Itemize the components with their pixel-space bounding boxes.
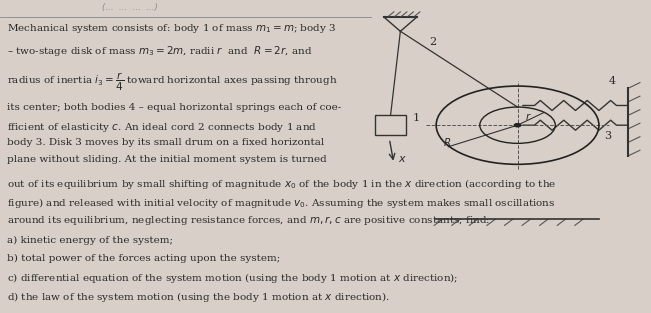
Text: 4: 4: [609, 75, 615, 85]
Text: (…  …  …  …): (… … … …): [102, 3, 158, 12]
Text: out of its equilibrium by small shifting of magnitude $x_0$ of the body 1 in the: out of its equilibrium by small shifting…: [7, 177, 556, 191]
Text: $r$: $r$: [525, 110, 532, 121]
Text: fficient of elasticity $c$. An ideal cord 2 connects body 1 and: fficient of elasticity $c$. An ideal cor…: [7, 121, 316, 134]
Text: radius of inertia $i_3=\dfrac{r}{4}$ toward horizontal axes passing through: radius of inertia $i_3=\dfrac{r}{4}$ tow…: [7, 70, 337, 93]
Text: – two-stage disk of mass $m_3=2m$, radii $r$  and  $R=2r$, and: – two-stage disk of mass $m_3=2m$, radii…: [7, 44, 312, 58]
Text: figure) and released with initial velocity of magnitude $v_0$. Assuming the syst: figure) and released with initial veloci…: [7, 196, 555, 210]
Text: $x$: $x$: [398, 154, 408, 164]
Text: body 3. Disk 3 moves by its small drum on a fixed horizontal: body 3. Disk 3 moves by its small drum o…: [7, 138, 324, 147]
Text: 2: 2: [430, 37, 437, 47]
Text: its center; both bodies 4 – equal horizontal springs each of coe-: its center; both bodies 4 – equal horizo…: [7, 103, 340, 112]
Text: d) the law of the system motion (using the body 1 motion at $x$ direction).: d) the law of the system motion (using t…: [7, 290, 389, 304]
Bar: [375, 115, 406, 135]
Text: $R$: $R$: [443, 136, 450, 147]
Text: a) kinetic energy of the system;: a) kinetic energy of the system;: [7, 236, 173, 245]
Text: plane without sliding. At the initial moment system is turned: plane without sliding. At the initial mo…: [7, 155, 326, 164]
Text: Mechanical system consists of: body 1 of mass $m_1=m$; body 3: Mechanical system consists of: body 1 of…: [7, 22, 336, 35]
Text: 3: 3: [604, 131, 611, 141]
Text: b) total power of the forces acting upon the system;: b) total power of the forces acting upon…: [7, 254, 280, 263]
Text: c) differential equation of the system motion (using the body 1 motion at $x$ di: c) differential equation of the system m…: [7, 271, 458, 285]
Text: around its equilibrium, neglecting resistance forces, and $m, r, c$ are positive: around its equilibrium, neglecting resis…: [7, 214, 490, 228]
Circle shape: [514, 124, 521, 127]
Text: 1: 1: [413, 112, 420, 122]
